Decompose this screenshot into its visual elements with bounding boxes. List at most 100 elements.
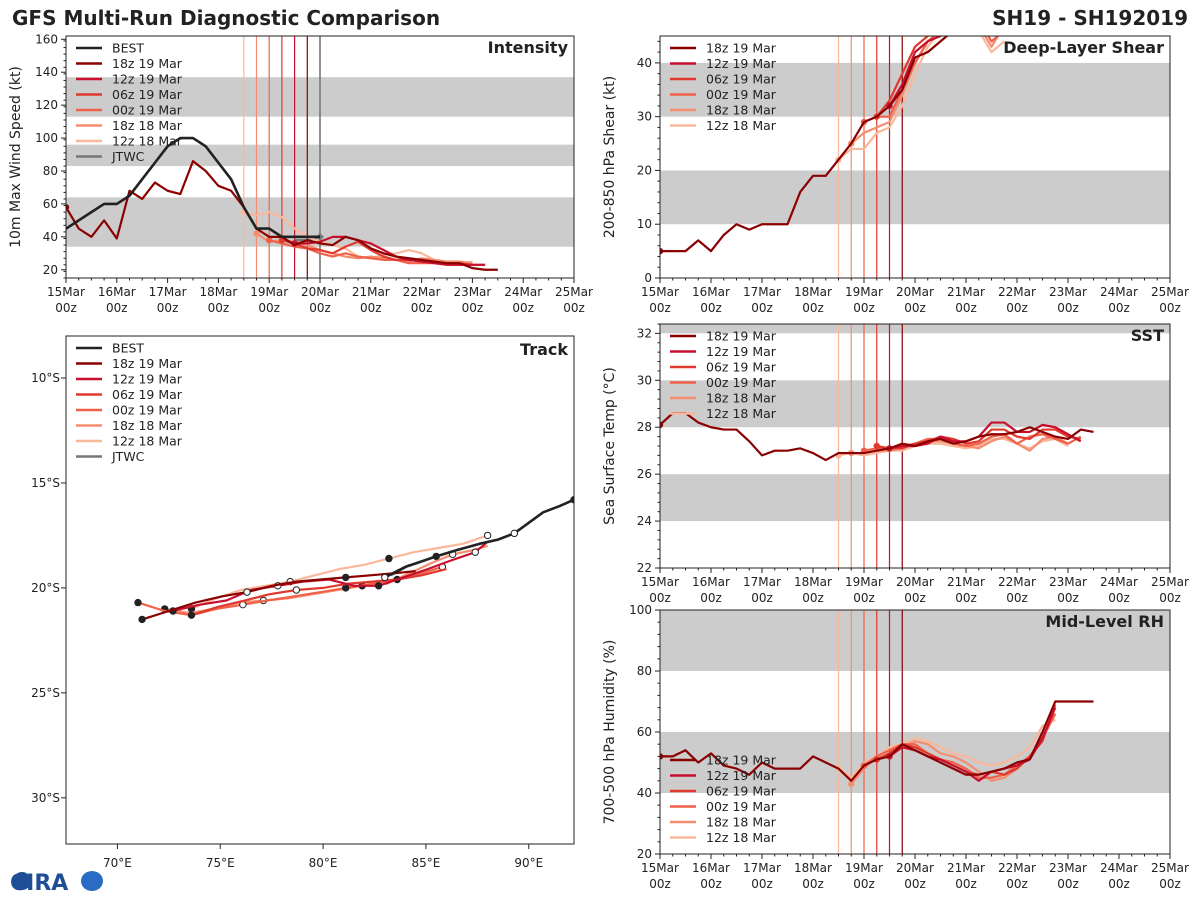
legend-label: 06z 19 Mar	[706, 784, 777, 799]
legend-label: BEST	[112, 41, 144, 56]
x-tick-label: 25Mar	[1151, 285, 1189, 299]
legend-label: 12z 18 Mar	[706, 406, 777, 421]
y-tick-label: 40	[43, 230, 58, 244]
panel-title: SST	[1131, 326, 1164, 345]
shade-band	[660, 170, 1170, 225]
x-tick-label: 24Mar	[1100, 575, 1138, 589]
panel-title: Deep-Layer Shear	[1003, 38, 1164, 57]
y-tick-label: 32	[637, 326, 652, 340]
x-tick-label: 24Mar	[504, 285, 542, 299]
legend-label: 00z 19 Mar	[112, 403, 183, 418]
x-tick-label: 23Mar	[1049, 285, 1087, 299]
x-tick-label: 00z	[1108, 877, 1130, 891]
track-position-marker	[381, 573, 389, 582]
cira-logo: CIRA	[10, 871, 103, 896]
y-axis-label: 700-500 hPa Humidity (%)	[602, 640, 618, 825]
shade-band	[660, 380, 1170, 428]
x-tick-label: 17Mar	[743, 861, 781, 875]
plot-area-track	[134, 496, 574, 624]
track-line-18z-19-mar	[141, 570, 416, 621]
plot-frame	[65, 335, 575, 845]
x-tick-label: 00z	[904, 591, 926, 605]
series-start-marker	[660, 421, 664, 429]
x-tick-label: 00z	[258, 301, 280, 315]
track-line-best	[384, 498, 574, 579]
x-tick-label: 85°E	[411, 856, 440, 870]
x-tick-label: 00z	[751, 591, 773, 605]
storm-id-title: SH19 - SH192019	[992, 6, 1188, 30]
x-tick-label: 21Mar	[947, 285, 985, 299]
legend-label: JTWC	[111, 149, 145, 164]
series-start-marker	[266, 236, 273, 244]
legend-label: 18z 18 Mar	[112, 418, 183, 433]
x-tick-label: 24Mar	[1100, 285, 1138, 299]
y-tick-label: 20	[637, 847, 652, 861]
x-tick-label: 00z	[955, 877, 977, 891]
y-tick-label: 20	[637, 163, 652, 177]
y-tick-label: 30°S	[31, 791, 60, 805]
series-line-18z-19-mar	[660, 412, 1094, 462]
x-tick-label: 22Mar	[998, 861, 1036, 875]
x-tick-label: 23Mar	[1049, 575, 1087, 589]
x-tick-label: 00z	[853, 877, 875, 891]
y-tick-label: 20°S	[31, 581, 60, 595]
y-tick-label: 140	[35, 65, 58, 79]
series-line-00z-19-mar	[863, 36, 1000, 124]
shade-band	[660, 324, 1170, 334]
x-tick-label: 00z	[751, 877, 773, 891]
plot-area-rh	[660, 610, 1170, 854]
legend-label: 12z 18 Mar	[706, 830, 777, 845]
x-tick-label: 00z	[802, 877, 824, 891]
x-tick-label: 25Mar	[555, 285, 593, 299]
x-tick-label: 00z	[208, 301, 230, 315]
x-tick-label: 18Mar	[794, 285, 832, 299]
legend-label: 12z 19 Mar	[112, 372, 183, 387]
x-tick-label: 00z	[904, 301, 926, 315]
x-tick-label: 00z	[1057, 301, 1079, 315]
x-tick-label: 15Mar	[641, 285, 679, 299]
y-tick-label: 10	[637, 217, 652, 231]
x-tick-label: 17Mar	[149, 285, 187, 299]
series-start-marker	[873, 442, 880, 450]
y-tick-label: 120	[35, 98, 58, 112]
x-tick-label: 21Mar	[947, 575, 985, 589]
y-tick-label: 100	[629, 603, 652, 617]
track-position-marker	[483, 531, 492, 540]
legend-label: 18z 18 Mar	[112, 118, 183, 133]
figure-title: GFS Multi-Run Diagnostic Comparison	[12, 6, 440, 30]
x-tick-label: 00z	[462, 301, 484, 315]
x-tick-label: 19Mar	[845, 575, 883, 589]
y-tick-label: 30	[637, 373, 652, 387]
series-line-best	[66, 136, 320, 239]
track-position-marker	[138, 615, 146, 624]
panel-sst: 22 24 26 28 30 32 15Mar 00z 16Mar 00z 17Mar 00z 18Ma…	[602, 323, 1189, 605]
legend-label: 12z 19 Mar	[706, 56, 777, 71]
x-tick-label: 16Mar	[692, 285, 730, 299]
legend-label: 18z 18 Mar	[706, 391, 777, 406]
x-tick-label: 00z	[649, 591, 671, 605]
legend-label: 18z 19 Mar	[706, 329, 777, 344]
logo-badge-icon	[81, 871, 103, 891]
series-start-marker	[66, 204, 70, 211]
x-tick-label: 25Mar	[1151, 575, 1189, 589]
track-position-marker	[471, 548, 479, 556]
x-tick-label: 90°E	[514, 856, 543, 870]
x-tick-label: 16Mar	[98, 285, 136, 299]
legend-label: 06z 19 Mar	[706, 72, 777, 87]
x-tick-label: 18Mar	[794, 861, 832, 875]
series-line-12z-19-mar	[889, 421, 1082, 450]
legend-label: 00z 19 Mar	[706, 375, 777, 390]
x-tick-label: 00z	[1108, 591, 1130, 605]
legend-label: 18z 19 Mar	[112, 356, 183, 371]
x-tick-label: 23Mar	[453, 285, 491, 299]
y-tick-label: 40	[637, 786, 652, 800]
x-tick-label: 20Mar	[896, 285, 934, 299]
x-tick-label: 00z	[360, 301, 382, 315]
x-tick-label: 00z	[955, 591, 977, 605]
x-tick-label: 00z	[1159, 877, 1181, 891]
x-tick-label: 00z	[802, 591, 824, 605]
y-tick-label: 30	[637, 110, 652, 124]
series-start-marker	[660, 753, 664, 760]
legend-label: 18z 19 Mar	[112, 56, 183, 71]
panel-track: 70°E 75°E 80°E 85°E 90°E 10°S 15°S 20°S 25°S 30°S…	[31, 335, 575, 870]
